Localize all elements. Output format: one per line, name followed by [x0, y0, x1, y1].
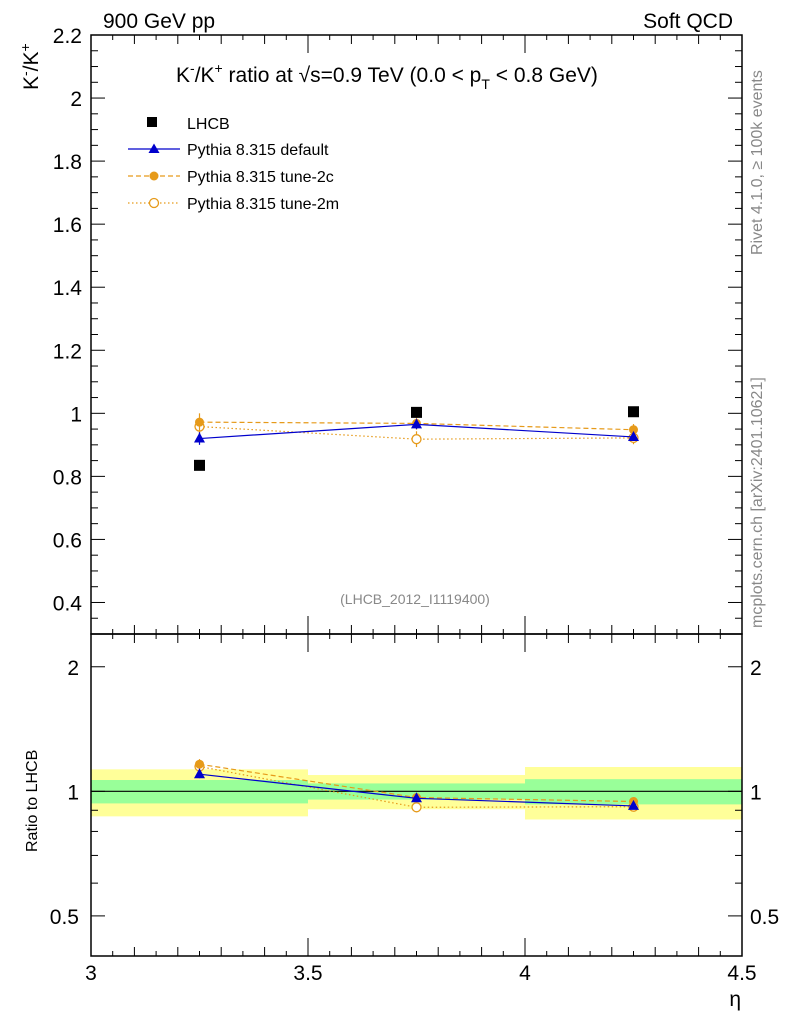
- ratio-point-tune2c: [195, 759, 204, 769]
- x-tick-label: 3.5: [293, 962, 322, 985]
- legend-label-default: Pythia 8.315 default: [187, 142, 329, 159]
- ratio-tick-label-right: 0.5: [750, 906, 779, 929]
- legend-label-tune2c: Pythia 8.315 tune-2c: [187, 169, 334, 186]
- legend-marker-tune2m: [148, 197, 160, 209]
- ratio-tick-label-left: 1: [67, 781, 79, 804]
- main-point-default: [194, 432, 205, 443]
- y-tick-label: 0.8: [53, 466, 82, 489]
- y-axis-label: K-/K+: [17, 43, 43, 90]
- legend-marker-tune2c: [149, 171, 159, 181]
- y-tick-label: 0.4: [53, 592, 83, 615]
- legend: LHCB Pythia 8.315 default Pythia 8.315 t…: [128, 116, 339, 213]
- y-tick-label: 1.8: [53, 151, 82, 174]
- main-point-lhcb: [628, 406, 639, 418]
- legend-label-lhcb: LHCB: [187, 116, 230, 133]
- y-tick-label: 1.4: [53, 277, 83, 300]
- ratio-axis-ticks: 0.5 0.5 1 1 2 2: [50, 657, 779, 957]
- y-tick-label: 1.2: [53, 340, 82, 363]
- ratio-point-tune2m: [411, 802, 422, 813]
- x-axis-ticks: 3 3.5 4 4.5: [85, 35, 757, 985]
- main-axis-ticks: 0.4 0.6 0.8 1 1.2 1.4 1.6 1.8 2 2.2: [53, 25, 742, 635]
- analysis-watermark: (LHCB_2012_I1119400): [340, 591, 490, 607]
- legend-label-tune2m: Pythia 8.315 tune-2m: [187, 196, 339, 213]
- ratio-tick-label-right: 1: [750, 781, 762, 804]
- main-point-default: [628, 430, 639, 441]
- header-left: 900 GeV pp: [103, 10, 215, 33]
- chart-title: K-/K+ ratio at √s=0.9 TeV (0.0 < pT < 0.…: [176, 60, 598, 92]
- main-point-default: [411, 418, 422, 429]
- ratio-tick-label-left: 2: [67, 657, 79, 680]
- main-data-marks: [194, 406, 639, 471]
- ratio-point-default: [628, 799, 639, 810]
- y-tick-label: 1.6: [53, 214, 82, 237]
- legend-marker-default: [148, 143, 160, 153]
- x-tick-label: 4: [519, 962, 531, 985]
- ratio-y-axis-label: Ratio to LHCB: [24, 750, 41, 852]
- header-right: Soft QCD: [643, 10, 733, 33]
- mcplots-label: mcplots.cern.ch [arXiv:2401.10621]: [749, 377, 766, 628]
- legend-marker-lhcb: [147, 117, 157, 127]
- x-tick-label: 4.5: [727, 962, 756, 985]
- ratio-tick-label-right: 2: [750, 657, 762, 680]
- x-axis-label: η: [729, 988, 741, 1011]
- ratio-tick-label-left: 0.5: [50, 906, 79, 929]
- main-point-tune2c: [195, 417, 204, 427]
- main-point-lhcb: [194, 459, 205, 471]
- y-tick-label: 0.6: [53, 529, 82, 552]
- y-tick-label: 2: [70, 88, 82, 111]
- main-point-tune2m: [411, 434, 422, 445]
- x-tick-label: 3: [85, 962, 97, 985]
- y-tick-label: 2.2: [53, 25, 82, 48]
- rivet-label: Rivet 4.1.0, ≥ 100k events: [749, 70, 766, 255]
- ratio-point-default: [411, 792, 422, 803]
- ratio-data-marks: [194, 759, 639, 813]
- ratio-point-default: [194, 768, 205, 779]
- y-tick-label: 1: [70, 403, 82, 426]
- main-point-lhcb: [411, 406, 422, 418]
- main-point-tune2c: [629, 425, 638, 435]
